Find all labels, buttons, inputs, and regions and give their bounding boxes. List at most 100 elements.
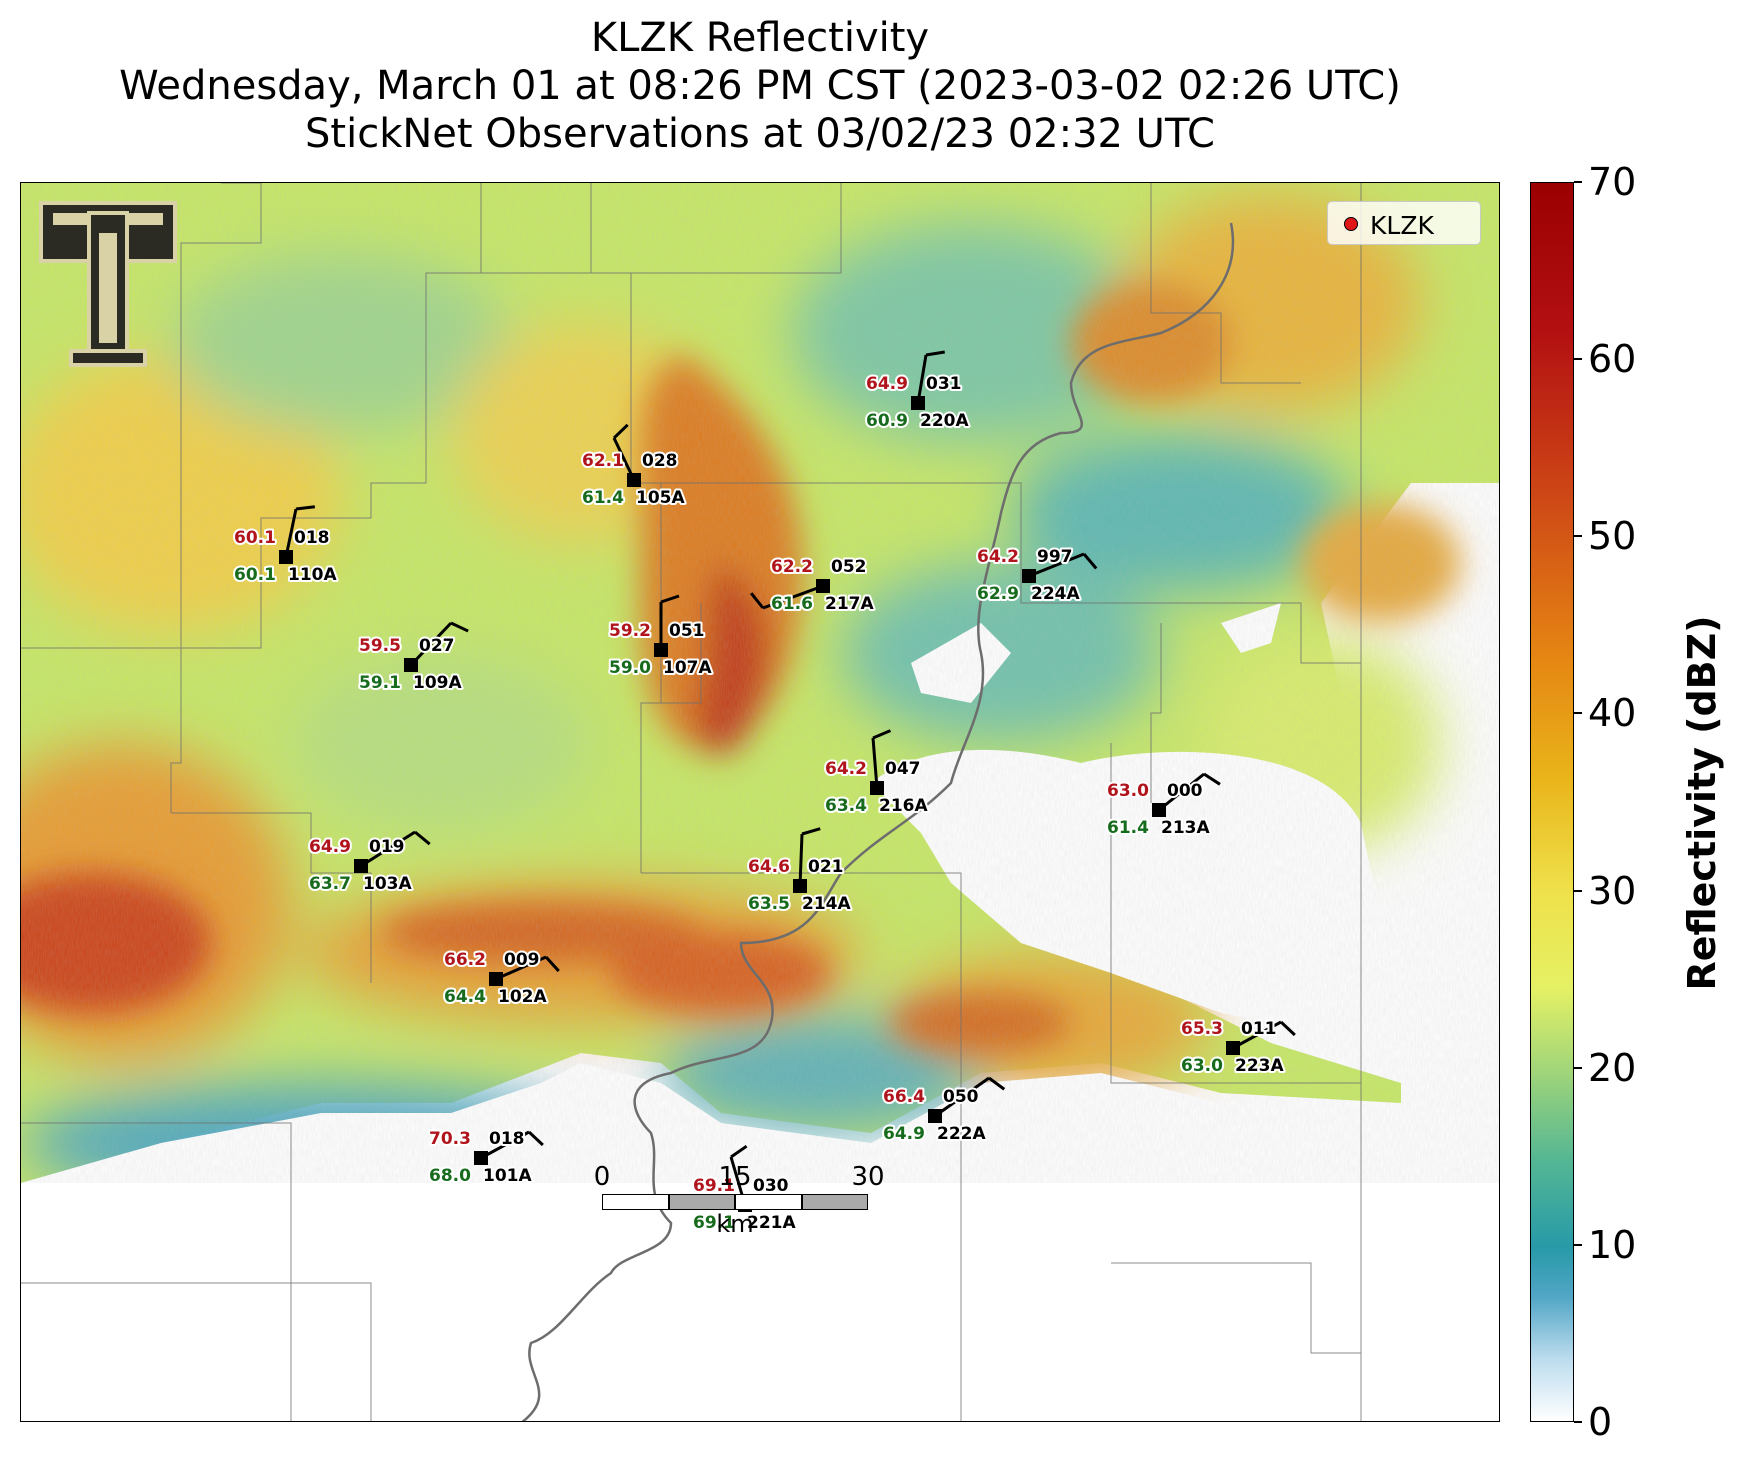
title-line-1: KLZK Reflectivity	[590, 15, 930, 61]
station-plot[interactable]: 64.2 047 63.4 216A	[823, 729, 930, 818]
station-temperature: 62.1	[582, 451, 624, 471]
station-id: 217A	[825, 594, 874, 614]
colorbar-tick-label: 50	[1588, 514, 1637, 559]
station-wind-direction: 027	[419, 636, 455, 656]
station-plot[interactable]: 59.5 027 59.1 109A	[357, 621, 469, 695]
station-marker-icon	[404, 658, 418, 672]
colorbar-tick-label: 40	[1588, 691, 1637, 736]
station-dewpoint: 60.9	[866, 411, 908, 431]
wind-barb-feather-icon	[1203, 772, 1221, 786]
scale-bar: 0 15 30 km	[594, 1162, 885, 1238]
station-wind-direction: 018	[489, 1129, 525, 1149]
station-wind-direction: 047	[885, 759, 921, 779]
station-temperature: 66.2	[444, 950, 486, 970]
station-plot[interactable]: 66.4 050 64.9 222A	[881, 1076, 1006, 1146]
wind-barb-icon	[360, 830, 416, 868]
station-plot[interactable]: 62.1 028 61.4 105A	[580, 423, 687, 510]
station-marker-icon	[928, 1109, 942, 1123]
station-plot[interactable]: 66.2 009 64.4 102A	[442, 948, 560, 1009]
station-id: 213A	[1161, 818, 1210, 838]
station-temperature: 64.2	[825, 759, 867, 779]
university-logo	[39, 201, 177, 367]
station-marker-icon	[1152, 803, 1166, 817]
colorbar-tick-mark	[1574, 1066, 1582, 1069]
reflectivity-colorbar	[1530, 182, 1574, 1422]
station-marker-icon	[870, 781, 884, 795]
wind-barb-feather-icon	[1279, 1020, 1296, 1037]
station-plot[interactable]: 64.9 019 63.7 103A	[307, 830, 431, 896]
colorbar-tick-mark	[1574, 535, 1582, 538]
station-marker-icon	[793, 879, 807, 893]
station-id: 220A	[920, 411, 969, 431]
station-dewpoint: 69.1	[693, 1213, 735, 1233]
station-plot[interactable]: 64.6 021 63.5 214A	[746, 827, 853, 916]
title-line-3: StickNet Observations at 03/02/23 02:32 …	[305, 111, 1215, 157]
title-line-2: Wednesday, March 01 at 08:26 PM CST (202…	[119, 63, 1401, 109]
wind-barb-icon	[1158, 772, 1205, 812]
station-marker-icon	[816, 579, 830, 593]
station-id: 110A	[288, 565, 337, 585]
station-dewpoint: 60.1	[234, 565, 276, 585]
legend-label: KLZK	[1370, 211, 1434, 240]
station-dewpoint: 63.5	[748, 894, 790, 914]
station-wind-direction: 051	[669, 621, 705, 641]
station-id: 105A	[636, 488, 685, 508]
wind-barb-icon	[762, 584, 824, 610]
station-marker-icon	[354, 859, 368, 873]
station-plot[interactable]: 60.1 018 60.1 110A	[232, 505, 339, 587]
wind-barb-icon	[1232, 1020, 1282, 1050]
colorbar-tick-mark	[1574, 358, 1582, 361]
station-id: 223A	[1235, 1056, 1284, 1076]
station-temperature: 60.1	[234, 528, 276, 548]
wind-barb-feather-icon	[730, 1144, 748, 1159]
wind-barb-feather-icon	[749, 592, 765, 609]
colorbar-tick-label: 10	[1588, 1222, 1637, 1267]
station-plot[interactable]: 62.2 052 61.6 217A	[749, 555, 876, 616]
wind-barb-feather-icon	[612, 423, 629, 440]
wind-barb-feather-icon	[414, 830, 431, 846]
station-wind-direction: 019	[369, 837, 405, 857]
station-dewpoint: 61.4	[582, 488, 624, 508]
station-plot[interactable]: 64.9 031 60.9 220A	[864, 350, 971, 433]
station-dewpoint: 61.4	[1107, 818, 1149, 838]
station-id: 224A	[1031, 584, 1080, 604]
colorbar-tick-mark	[1574, 181, 1582, 183]
station-marker-icon	[279, 550, 293, 564]
wind-barb-feather-icon	[544, 955, 560, 973]
station-wind-direction: 000	[1167, 781, 1203, 801]
station-temperature: 59.2	[609, 621, 651, 641]
station-wind-direction: 997	[1037, 547, 1073, 567]
station-plot[interactable]: 59.2 051 59.0 107A	[607, 594, 714, 680]
station-id: 107A	[663, 658, 712, 678]
radar-site-marker-icon	[1344, 217, 1358, 231]
wind-barb-feather-icon	[295, 505, 316, 511]
station-plot[interactable]: 70.3 018 68.0 101A	[427, 1127, 544, 1188]
wind-barb-icon	[480, 1130, 530, 1160]
colorbar-tick-mark	[1574, 1421, 1582, 1423]
reflectivity-field	[21, 183, 1499, 1421]
colorbar-tick-label: 30	[1588, 868, 1637, 913]
station-dewpoint: 63.0	[1181, 1056, 1223, 1076]
map-legend: KLZK	[1327, 201, 1481, 245]
station-temperature: 66.4	[883, 1087, 925, 1107]
station-wind-direction: 050	[943, 1087, 979, 1107]
radar-map[interactable]: 64.9 031 60.9 220A 62.1 028 61.4 105A 60.1 018 60.…	[20, 182, 1500, 1422]
station-id: 221A	[747, 1213, 796, 1233]
station-temperature: 64.9	[866, 374, 908, 394]
station-plot[interactable]: 65.3 011 63.0 223A	[1179, 1017, 1296, 1078]
station-temperature: 63.0	[1107, 781, 1149, 801]
wind-barb-feather-icon	[872, 729, 892, 740]
wind-barb-feather-icon	[988, 1076, 1006, 1091]
station-marker-icon	[911, 396, 925, 410]
colorbar-tick-label: 70	[1588, 160, 1637, 204]
station-plot[interactable]: 64.2 997 62.9 224A	[975, 545, 1098, 606]
station-id: 222A	[937, 1124, 986, 1144]
station-plot[interactable]: 63.0 000 61.4 213A	[1105, 772, 1221, 840]
station-wind-direction: 011	[1241, 1019, 1277, 1039]
station-id: 216A	[879, 796, 928, 816]
wind-barb-icon	[1028, 552, 1085, 578]
scale-segment	[735, 1194, 802, 1210]
